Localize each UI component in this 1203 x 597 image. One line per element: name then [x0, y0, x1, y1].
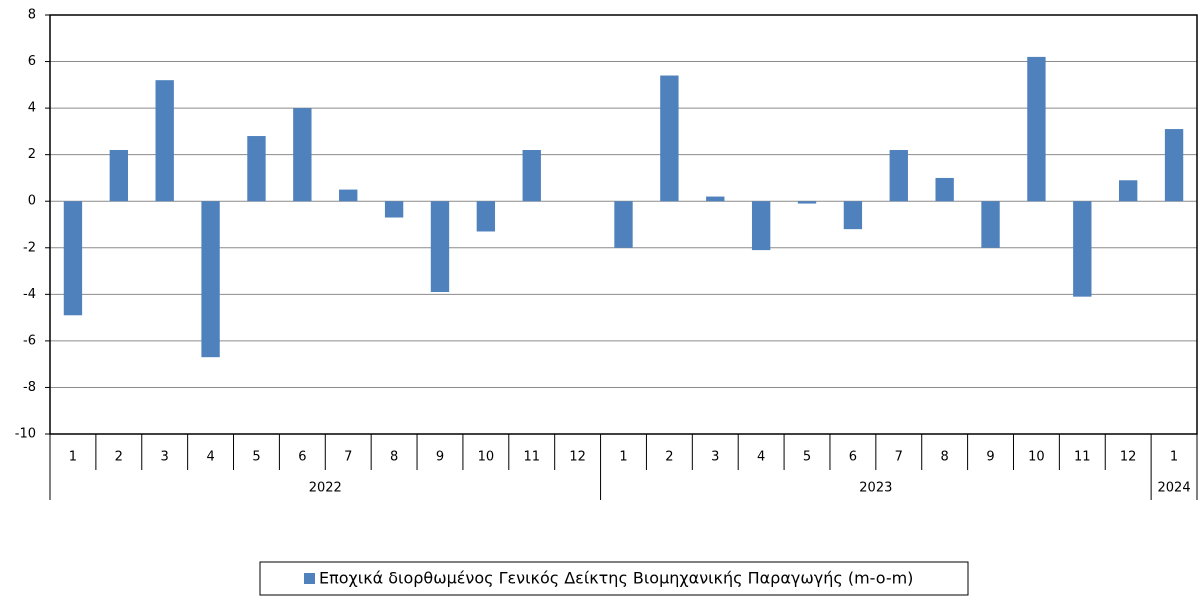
- x-tick-label: 2: [665, 450, 673, 465]
- x-tick-label: 1: [69, 450, 77, 465]
- y-tick-label: 8: [28, 8, 36, 23]
- x-tick-label: 8: [941, 450, 949, 465]
- group-label: 2023: [859, 481, 892, 496]
- x-tick-label: 5: [252, 450, 260, 465]
- x-tick-label: 11: [523, 450, 540, 465]
- y-tick-label: 6: [28, 54, 36, 69]
- bar: [1027, 56, 1046, 202]
- bar: [614, 201, 633, 248]
- y-tick-label: -10: [15, 427, 36, 442]
- x-tick-label: 4: [757, 450, 765, 465]
- group-label: 2024: [1158, 481, 1191, 496]
- y-tick-label: -8: [23, 380, 36, 395]
- bar: [889, 150, 908, 202]
- bar: [155, 80, 174, 202]
- bar: [981, 201, 1000, 248]
- bar: [293, 108, 312, 202]
- y-tick-label: 4: [28, 101, 36, 116]
- x-tick-label: 7: [895, 450, 903, 465]
- bar: [109, 150, 128, 202]
- bar: [797, 201, 817, 204]
- bar: [660, 75, 679, 202]
- x-tick-label: 9: [986, 450, 994, 465]
- x-tick-label: 1: [619, 450, 627, 465]
- x-tick-label: 9: [436, 450, 444, 465]
- x-tick-label: 6: [298, 450, 306, 465]
- bar: [1164, 129, 1184, 202]
- bar: [339, 189, 358, 202]
- y-tick-label: 0: [28, 194, 36, 209]
- bar: [522, 150, 541, 202]
- bar: [247, 136, 266, 202]
- bar: [384, 201, 404, 218]
- bar: [935, 177, 954, 202]
- x-tick-label: 5: [803, 450, 811, 465]
- bar: [430, 201, 450, 293]
- bar: [201, 201, 220, 358]
- legend-box: [259, 561, 969, 596]
- bar: [751, 201, 771, 251]
- x-tick-label: 10: [1028, 450, 1045, 465]
- x-tick-label: 12: [1120, 450, 1137, 465]
- y-tick-label: -4: [23, 287, 36, 302]
- bar: [63, 201, 83, 316]
- x-tick-label: 4: [206, 450, 214, 465]
- bar: [476, 201, 496, 232]
- x-tick-label: 8: [390, 450, 398, 465]
- x-tick-label: 1: [1170, 450, 1178, 465]
- bar: [843, 201, 863, 230]
- plot-border: [49, 14, 1198, 435]
- legend-swatch: [304, 573, 315, 584]
- bar: [706, 196, 725, 202]
- x-tick-label: 3: [711, 450, 719, 465]
- group-label: 2022: [309, 481, 342, 496]
- y-tick-label: 2: [28, 147, 36, 162]
- legend-label: Εποχικά διορθωμένος Γενικός Δείκτης Βιομ…: [319, 569, 913, 588]
- x-tick-label: 12: [569, 450, 586, 465]
- x-tick-label: 10: [478, 450, 495, 465]
- x-tick-label: 2: [115, 450, 123, 465]
- bar: [1119, 180, 1138, 202]
- x-tick-label: 7: [344, 450, 352, 465]
- x-tick-label: 6: [849, 450, 857, 465]
- y-tick-label: -6: [23, 333, 36, 348]
- y-tick-label: -2: [23, 240, 36, 255]
- bar: [1073, 201, 1092, 297]
- x-tick-label: 11: [1074, 450, 1091, 465]
- x-tick-label: 3: [161, 450, 169, 465]
